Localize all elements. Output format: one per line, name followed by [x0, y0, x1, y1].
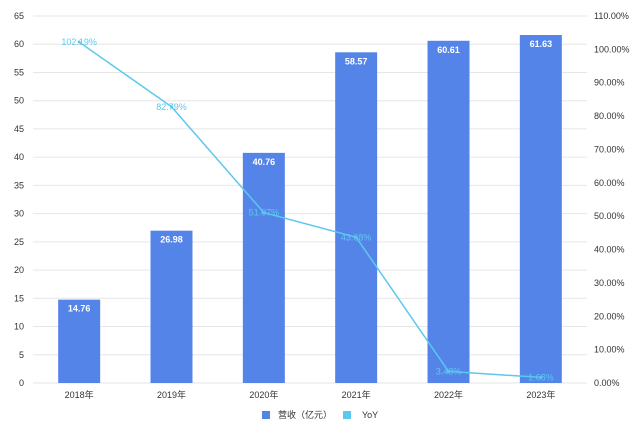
- yoy-data-label: 102.19%: [61, 37, 97, 47]
- revenue-bar-label: 61.63: [530, 39, 553, 49]
- yoy-point: [262, 211, 266, 215]
- right-tick-label: 60.00%: [594, 178, 625, 188]
- revenue-bar-label: 26.98: [160, 235, 183, 245]
- revenue-bar-label: 40.76: [253, 157, 276, 167]
- legend: 营收（亿元） YoY: [262, 409, 378, 420]
- x-category-label: 2019年: [157, 389, 186, 400]
- right-tick-label: 30.00%: [594, 278, 625, 288]
- left-tick-label: 20: [14, 265, 24, 275]
- left-tick-label: 5: [19, 350, 24, 360]
- left-tick-label: 10: [14, 322, 24, 332]
- left-tick-label: 35: [14, 180, 24, 190]
- right-tick-label: 40.00%: [594, 245, 625, 255]
- yoy-line-series: 102.19% 82.79% 51.07% 43.68% 3.48% 1.68%: [61, 37, 553, 382]
- x-category-label: 2020年: [249, 389, 278, 400]
- right-tick-label: 50.00%: [594, 211, 625, 221]
- left-axis-ticks: 0 5 10 15 20 25 30 35 40 45 50 55 60 65: [14, 11, 24, 388]
- yoy-data-label: 82.79%: [156, 102, 187, 112]
- yoy-data-label: 51.07%: [249, 208, 280, 218]
- revenue-bar: [335, 52, 378, 383]
- yoy-data-label: 43.68%: [341, 232, 372, 242]
- left-tick-label: 15: [14, 293, 24, 303]
- right-tick-label: 20.00%: [594, 311, 625, 321]
- revenue-bar-label: 60.61: [437, 45, 460, 55]
- revenue-bar: [427, 40, 470, 383]
- yoy-data-label: 3.48%: [436, 366, 462, 376]
- left-tick-label: 50: [14, 96, 24, 106]
- left-tick-label: 0: [19, 378, 24, 388]
- x-category-label: 2018年: [65, 389, 94, 400]
- x-category-label: 2023年: [526, 389, 555, 400]
- right-tick-label: 70.00%: [594, 144, 625, 154]
- yoy-data-label: 1.68%: [528, 372, 554, 382]
- right-axis-ticks: 0.00% 10.00% 20.00% 30.00% 40.00% 50.00% 60.00…: [594, 11, 630, 388]
- left-tick-label: 25: [14, 237, 24, 247]
- yoy-line: [78, 41, 541, 379]
- right-tick-label: 80.00%: [594, 111, 625, 121]
- revenue-bar-label: 58.57: [345, 56, 368, 66]
- revenue-bar: [58, 299, 101, 383]
- revenue-bar: [519, 35, 562, 384]
- revenue-bar-label: 14.76: [68, 304, 91, 314]
- left-tick-label: 40: [14, 152, 24, 162]
- right-tick-label: 110.00%: [594, 11, 629, 21]
- left-tick-label: 55: [14, 67, 24, 77]
- yoy-point: [447, 369, 450, 373]
- right-tick-label: 100.00%: [594, 44, 630, 54]
- legend-label-yoy: YoY: [362, 410, 378, 420]
- yoy-point: [170, 105, 173, 109]
- revenue-bar: [242, 152, 285, 383]
- left-tick-label: 30: [14, 209, 24, 219]
- x-axis-category-labels: 2018年 2019年 2020年 2021年 2022年 2023年: [65, 389, 556, 400]
- gridlines: [33, 15, 587, 384]
- legend-swatch-yoy: [343, 411, 351, 419]
- right-tick-label: 10.00%: [594, 345, 625, 355]
- yoy-point: [354, 235, 358, 239]
- yoy-point: [539, 375, 543, 379]
- left-tick-label: 60: [14, 39, 24, 49]
- x-category-label: 2021年: [342, 389, 371, 400]
- right-tick-label: 0.00%: [594, 378, 620, 388]
- right-tick-label: 90.00%: [594, 78, 625, 88]
- legend-label-revenue: 营收（亿元）: [278, 409, 332, 420]
- revenue-bars: 14.76 26.98 40.76 58.57 60.61 61.63: [58, 35, 562, 384]
- x-category-label: 2022年: [434, 389, 463, 400]
- legend-swatch-revenue: [262, 411, 270, 419]
- left-tick-label: 65: [14, 11, 24, 21]
- revenue-bar: [150, 230, 193, 383]
- left-tick-label: 45: [14, 124, 24, 134]
- yoy-point: [77, 40, 81, 44]
